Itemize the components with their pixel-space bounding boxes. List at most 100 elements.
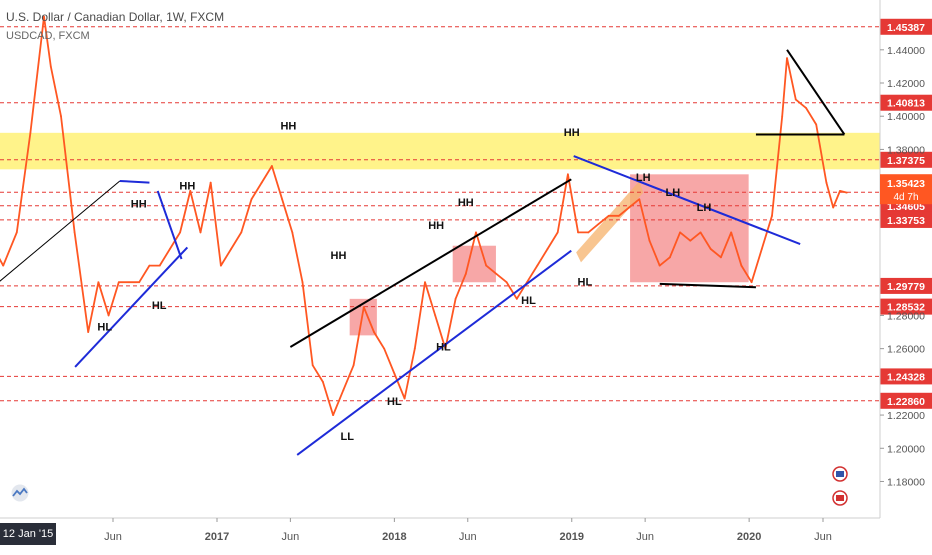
pattern-label-lh-15: LH	[697, 202, 712, 214]
price-point-50	[424, 281, 426, 284]
price-point-56	[485, 264, 488, 267]
zone-yellow-0	[0, 132, 880, 170]
price-point-82	[750, 281, 753, 284]
zone-red-2	[452, 245, 496, 283]
pattern-label-hl-2: HL	[97, 321, 112, 333]
price-point-42	[342, 389, 345, 392]
price-point-75	[679, 231, 682, 234]
price-point-67	[597, 223, 600, 226]
trend-line-blue-3	[156, 190, 183, 260]
event-flag-mark-1	[836, 495, 844, 501]
price-point-78	[709, 248, 712, 250]
price-point-73	[658, 264, 661, 267]
price-point-84	[771, 214, 773, 217]
price-point-11	[15, 231, 18, 234]
price-point-35	[271, 165, 273, 167]
level-label-0: 1.45387	[887, 22, 925, 34]
price-point-41	[332, 414, 335, 416]
price-series-line	[0, 15, 848, 417]
price-point-66	[587, 231, 590, 234]
level-label-7: 1.28532	[887, 302, 925, 314]
price-point-85	[781, 115, 784, 118]
pattern-label-hl-11: HL	[521, 295, 536, 307]
price-point-37	[291, 231, 294, 234]
trend-line-black-9	[786, 49, 846, 136]
y-tick-label-4: 1.28000	[887, 310, 925, 322]
chart-title: U.S. Dollar / Canadian Dollar, 1W, FXCM	[6, 10, 225, 24]
price-point-53	[454, 297, 457, 300]
price-point-51	[434, 314, 437, 317]
price-point-12	[29, 131, 32, 134]
price-point-29	[209, 181, 212, 184]
trend-line-black-7	[659, 282, 756, 289]
price-point-27	[189, 190, 192, 192]
y-tick-label-0: 1.18000	[887, 476, 925, 488]
pattern-label-hl-9: HL	[387, 396, 402, 408]
price-point-68	[607, 214, 610, 217]
current-price-countdown: 4d 7h	[893, 192, 918, 203]
current-price-label: 1.35423	[887, 178, 925, 190]
price-point-54	[464, 273, 467, 275]
price-point-48	[403, 397, 406, 400]
price-point-76	[689, 239, 692, 242]
price-point-34	[260, 181, 263, 184]
price-point-31	[230, 248, 232, 250]
price-point-80	[730, 231, 733, 234]
price-point-40	[322, 380, 324, 383]
price-point-36	[281, 198, 284, 201]
y-tick-label-6: 1.40000	[887, 111, 925, 123]
y-tick-label-7: 1.42000	[887, 78, 925, 90]
trend-line-black-4	[289, 178, 572, 348]
price-point-18	[97, 281, 100, 284]
price-point-28	[199, 231, 202, 234]
price-point-19	[107, 314, 110, 317]
price-point-90	[825, 181, 828, 184]
x-tick-label-8: Jun	[814, 531, 832, 543]
price-point-46	[383, 347, 386, 350]
x-tick-label-7: 2020	[737, 531, 761, 543]
x-tick-label-1: 2017	[205, 531, 229, 543]
price-point-15	[60, 115, 62, 118]
price-point-87	[794, 98, 797, 101]
logo-mark	[12, 487, 28, 497]
pattern-label-hh-7: HH	[458, 197, 474, 209]
event-flag-mark-0	[836, 471, 844, 477]
price-point-81	[740, 264, 743, 267]
level-label-bg-1	[880, 94, 932, 111]
pattern-label-hl-16: HL	[578, 277, 593, 289]
y-tick-label-8: 1.44000	[887, 45, 925, 57]
x-tick-label-5: 2019	[560, 531, 584, 543]
trend-line-blue-1	[74, 246, 189, 368]
price-point-13	[43, 15, 45, 18]
price-point-63	[556, 231, 559, 234]
pattern-label-lh-14: LH	[665, 187, 680, 199]
price-point-39	[311, 364, 314, 367]
price-point-89	[815, 123, 818, 126]
price-point-33	[250, 198, 253, 201]
y-tick-label-3: 1.26000	[887, 344, 925, 356]
price-point-44	[362, 306, 365, 309]
pattern-label-hh-0: HH	[179, 180, 195, 192]
x-tick-label-3: 2018	[382, 531, 406, 543]
pattern-label-hh-6: HH	[428, 220, 444, 232]
price-point-92	[839, 190, 841, 192]
pattern-label-lh-13: LH	[636, 172, 651, 184]
price-point-83	[760, 248, 763, 250]
x-tick-label-6: Jun	[636, 531, 654, 543]
trend-line-blue-5	[296, 249, 572, 456]
level-label-bg-8	[880, 368, 932, 385]
tradingview-logo-icon[interactable]	[8, 484, 32, 502]
level-label-bg-9	[880, 392, 932, 409]
price-point-22	[138, 281, 141, 284]
level-label-9: 1.22860	[887, 396, 925, 408]
price-point-79	[720, 256, 722, 259]
price-point-17	[87, 331, 90, 333]
price-point-58	[505, 281, 508, 284]
y-tick-label-1: 1.20000	[887, 443, 925, 455]
price-point-62	[546, 248, 549, 250]
crosshair-date-badge: 12 Jan '15	[0, 523, 56, 545]
price-point-86	[786, 57, 788, 60]
price-point-57	[495, 273, 498, 275]
